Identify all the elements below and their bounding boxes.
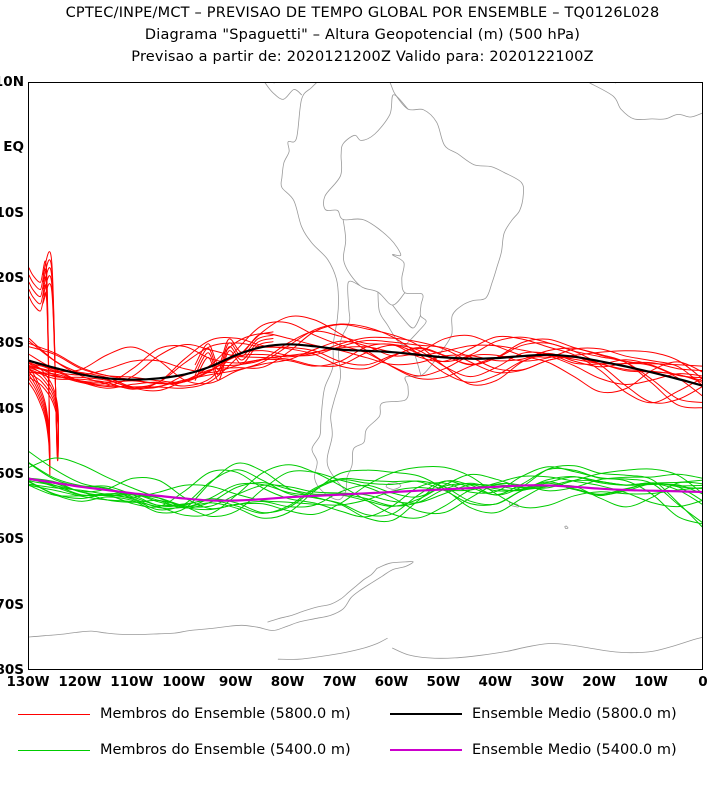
y-tick-label: 40S [0,400,24,417]
members-5400-layer [29,451,702,528]
legend-swatch-line [390,749,462,751]
plot-line [194,331,274,366]
plot-line [29,339,702,383]
y-tick-label: 50S [0,466,24,482]
plot-line [29,561,414,638]
legend-label: Ensemble Medio (5800.0 m) [472,706,677,722]
x-tick-label: 10W [634,674,668,690]
spaghetti-plot [29,83,702,660]
plot-line [29,343,702,387]
plot-line [277,637,388,660]
x-tick-label: 20W [582,674,616,690]
x-tick-label: 60W [374,674,409,690]
plot-line [29,292,51,457]
y-tick-label: 80S [0,662,24,678]
plot-line [29,283,59,443]
x-tick-label: 120W [58,674,102,690]
legend-row-2: Membros do Ensemble (5400.0 m) Ensemble … [0,736,725,772]
y-tick-label: 10N [0,74,24,90]
x-tick-label: 90W [218,674,253,690]
plot-line [280,83,525,501]
legend-item-1: Ensemble Medio (5800.0 m) [390,706,677,722]
legend-item-2: Membros do Ensemble (5400.0 m) [18,742,351,758]
x-tick-label: 130W [6,674,50,690]
title-line-2: Diagrama "Spaguetti" – Altura Geopotenci… [144,27,581,43]
plot-area: 10N EQ 10S 20S 30S 40S 50S 60S 70S 80S 130W 120W 11… [0,74,708,690]
plot-line [194,338,274,376]
plot-line [29,475,702,508]
plot-line [29,323,702,392]
x-tick-label: 70W [322,674,357,690]
plot-line [29,344,702,386]
plot-line [29,336,702,384]
plot-line [264,83,302,100]
y-tick-label: 10S [0,204,24,221]
legend-label: Ensemble Medio (5400.0 m) [472,742,677,758]
title-line-1: CPTEC/INPE/MCT – PREVISAO DE TEMPO GLOBA… [65,5,660,21]
plot-line [29,470,702,518]
x-tick-label: 80W [270,674,305,690]
title-block: CPTEC/INPE/MCT – PREVISAO DE TEMPO GLOBA… [0,0,725,65]
legend-item-0: Membros do Ensemble (5800.0 m) [18,706,351,722]
x-tick-label: 30W [530,674,565,690]
x-tick-label: 100W [162,674,206,690]
plot-line [267,568,378,623]
plot-frame [28,82,703,670]
legend: Membros do Ensemble (5800.0 m) Ensemble … [0,700,725,772]
legend-label: Membros do Ensemble (5400.0 m) [100,742,351,758]
legend-row-1: Membros do Ensemble (5800.0 m) Ensemble … [0,700,725,736]
ensemble-mean-layer [29,343,702,502]
x-tick-label: 0 [698,674,708,690]
plot-line [385,482,402,490]
plot-line [392,637,702,659]
legend-item-3: Ensemble Medio (5400.0 m) [390,742,677,758]
x-tick-label: 110W [110,674,154,690]
plot-line [29,462,702,514]
y-tick-label: 60S [0,531,24,548]
x-tick-label: 50W [426,674,461,690]
legend-swatch-line [390,713,462,715]
members-5800-layer [29,251,702,476]
title-line-3: Previsao a partir de: 2020121200Z Valido… [131,49,594,65]
plot-line [29,462,702,528]
plot-line [508,502,520,508]
plot-line [392,304,421,329]
y-tick-label: 70S [0,596,24,613]
legend-swatch-line [18,713,90,715]
x-tick-label: 40W [478,674,513,690]
legend-label: Membros do Ensemble (5800.0 m) [100,706,351,722]
y-tick-label: 20S [0,270,24,286]
plot-line [29,334,702,394]
plot-line [194,341,274,381]
plot-line [29,323,702,389]
plot-line [29,462,702,514]
plot-line [29,321,702,389]
plot-line [29,337,702,409]
y-tick-label: 30S [0,335,24,352]
plot-line [342,219,406,306]
coastline-layer [29,83,702,660]
plot-line [589,83,702,121]
plot-line [564,525,569,530]
plot-line [29,342,702,403]
plot-line [323,94,427,346]
plot-line [194,334,274,371]
plot-line [29,477,702,502]
legend-swatch-line [18,749,90,751]
y-tick-label: EQ [3,139,24,156]
plot-line [326,280,361,492]
